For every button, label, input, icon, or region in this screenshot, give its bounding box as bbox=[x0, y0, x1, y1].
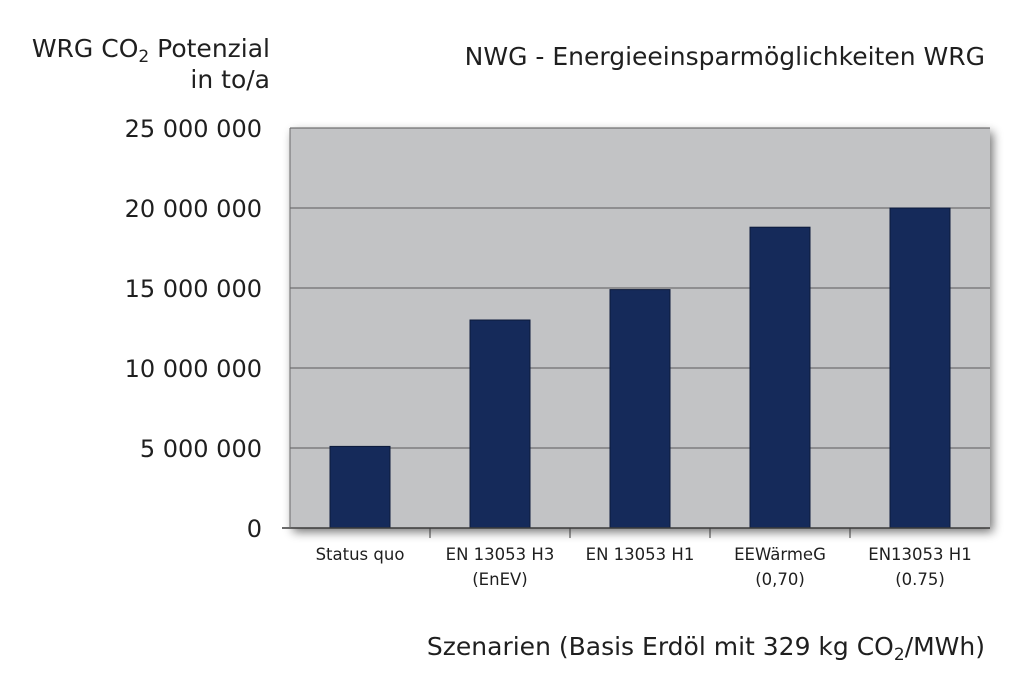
x-tick-label: EN 13053 H1 bbox=[586, 545, 695, 564]
x-tick-label: EN13053 H1 bbox=[868, 545, 971, 564]
y-tick-label: 0 bbox=[247, 515, 262, 543]
bar bbox=[749, 226, 811, 529]
y-tick-label: 25 000 000 bbox=[125, 115, 262, 143]
x-tick-label: EEWärmeG bbox=[734, 545, 826, 564]
x-axis-title: Szenarien (Basis Erdöl mit 329 kg CO2/MW… bbox=[426, 632, 985, 665]
x-tick-label: Status quo bbox=[316, 545, 405, 564]
x-tick-label: (0.75) bbox=[895, 570, 945, 589]
x-tick-label: (EnEV) bbox=[472, 570, 527, 589]
bar bbox=[889, 207, 951, 529]
bar bbox=[609, 289, 671, 529]
y-tick-label: 5 000 000 bbox=[140, 435, 262, 463]
y-tick-label: 10 000 000 bbox=[125, 355, 262, 383]
y-tick-label: 20 000 000 bbox=[125, 195, 262, 223]
x-tick-label: EN 13053 H3 bbox=[446, 545, 555, 564]
bar bbox=[329, 445, 391, 529]
x-tick-label: (0,70) bbox=[755, 570, 805, 589]
chart-title: NWG - Energieeinsparmöglichkeiten WRG bbox=[464, 42, 985, 71]
y-axis-title: WRG CO2 Potenzial in to/a bbox=[31, 34, 270, 94]
y-tick-label: 15 000 000 bbox=[125, 275, 262, 303]
bar bbox=[469, 319, 531, 529]
